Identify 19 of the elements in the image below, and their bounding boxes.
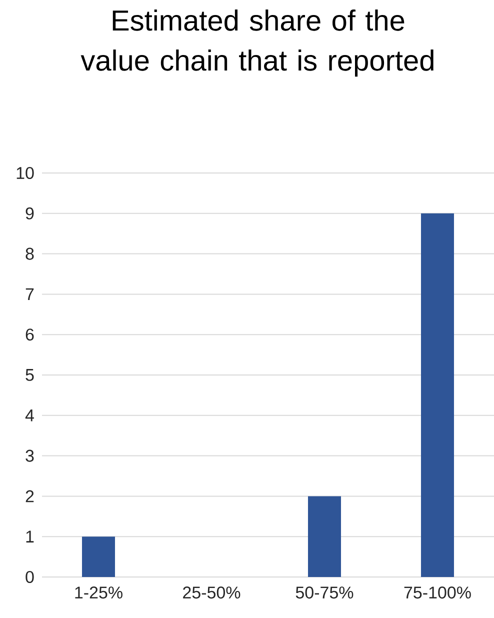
x-tick-label: 1-25% [75, 586, 122, 599]
x-tick-label: 75-100% [404, 586, 471, 599]
bar [82, 536, 115, 577]
y-tick-label: 5 [26, 369, 34, 381]
y-tick-label: 0 [26, 570, 34, 584]
y-tick-label: 6 [26, 328, 34, 341]
y-tick-label: 4 [25, 410, 34, 422]
bar [420, 213, 454, 577]
y-tick-label: 8 [26, 248, 34, 260]
y-tick-label: 10 [16, 166, 34, 180]
x-tick-label: 25-50% [183, 586, 240, 599]
y-tick-label: 1 [26, 530, 34, 542]
y-tick-label: 9 [26, 207, 34, 220]
bar [308, 496, 341, 577]
y-tick-label: 2 [26, 490, 34, 502]
chart-title: Estimated share of the value chain that is reported [80, 10, 434, 77]
y-tick-label: 7 [26, 288, 34, 300]
y-tick-label: 3 [26, 450, 34, 462]
x-tick-label: 50-75% [296, 586, 354, 599]
